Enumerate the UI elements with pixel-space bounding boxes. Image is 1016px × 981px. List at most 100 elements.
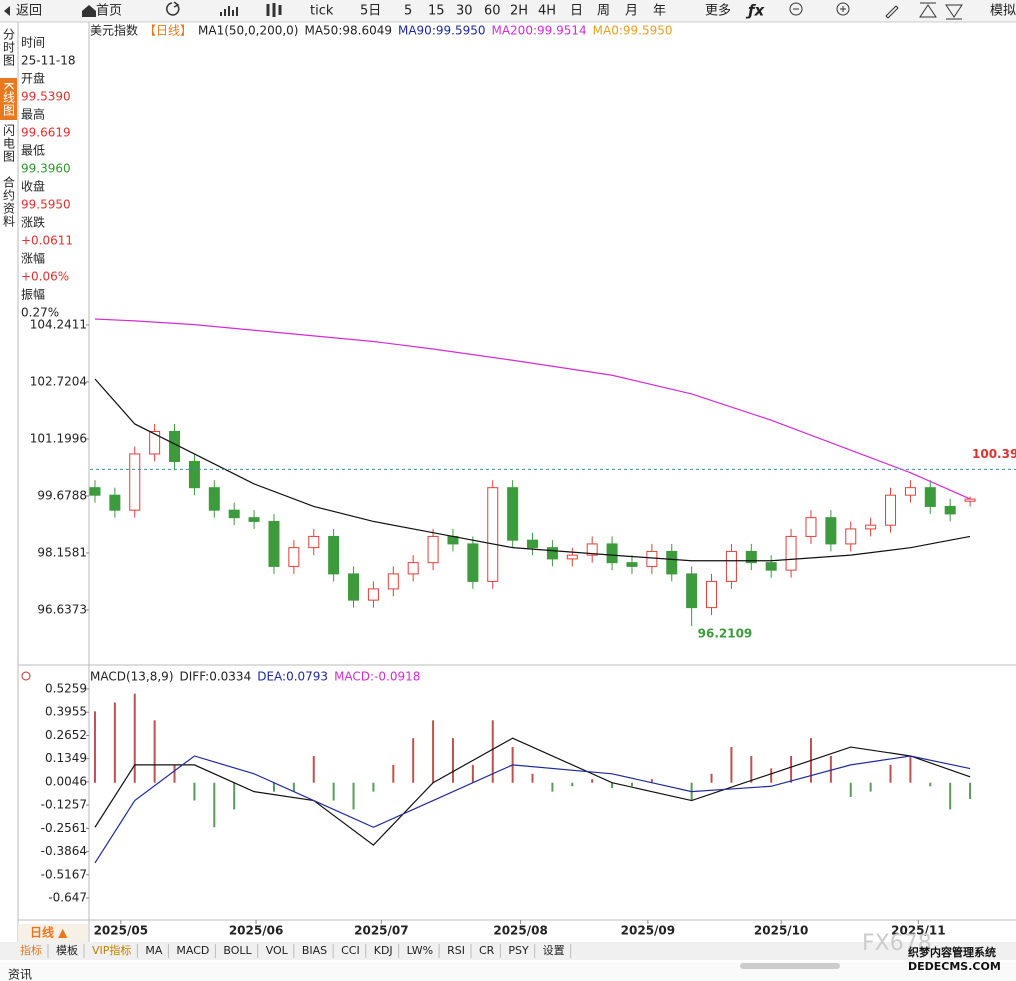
side-tab[interactable]: 闪电图 — [2, 124, 16, 163]
candle-body — [825, 517, 837, 545]
toolbar-item[interactable]: 周 — [597, 4, 610, 19]
y-tick-label: 102.7204 — [30, 374, 87, 388]
indicator-tab[interactable]: MACD — [176, 944, 209, 957]
macd-line — [94, 755, 971, 864]
y-tick-label: 98.1581 — [37, 545, 87, 559]
toolbar-item[interactable]: 4H — [538, 4, 556, 19]
side-tab[interactable]: 合约资料 — [2, 175, 16, 228]
candle-body — [268, 520, 280, 567]
toolbar-item[interactable]: 2H — [510, 4, 528, 19]
indicator-tab[interactable]: PSY — [508, 944, 529, 957]
candle-body — [785, 535, 797, 571]
candle-body — [706, 580, 718, 609]
up-icon[interactable] — [919, 2, 937, 18]
period-tab-bg[interactable] — [18, 924, 88, 942]
refresh-icon[interactable] — [166, 1, 180, 16]
candle-body — [904, 487, 916, 496]
toolbar-item[interactable]: 15 — [428, 4, 445, 19]
candle-body — [467, 543, 479, 582]
info-value: 99.5950 — [21, 198, 71, 212]
candle-body — [169, 430, 181, 462]
y-tick-label: 101.1996 — [30, 431, 87, 445]
y-tick-label: -0.3864 — [41, 844, 87, 858]
candle-body — [845, 528, 857, 545]
toolbar-item[interactable]: 返回 — [16, 4, 42, 19]
watermark: DEDECMS.COM — [908, 960, 1001, 973]
period-tab[interactable]: 日线 ▲ — [30, 925, 68, 940]
candle-body — [228, 509, 240, 519]
y-tick-label: 0.3955 — [45, 705, 87, 719]
low-label: 96.2109 — [698, 626, 753, 640]
toolbar-item[interactable]: 30 — [456, 4, 473, 19]
candle-body — [367, 588, 379, 601]
toolbar-item[interactable]: 首页 — [96, 4, 122, 19]
candle-body — [964, 498, 976, 502]
chart-icon[interactable] — [220, 6, 238, 16]
toolbar-item[interactable]: 5 — [404, 4, 412, 19]
indicator-tab[interactable]: CCI — [341, 944, 360, 957]
side-tab-active[interactable] — [0, 78, 17, 120]
info-label: 时间 — [21, 36, 45, 50]
x-tick-label: 2025/09 — [621, 924, 675, 938]
y-tick-label: -0.1257 — [41, 798, 87, 812]
legend-item: MA0:99.5950 — [593, 24, 673, 38]
candle-body — [208, 487, 220, 511]
y-tick-label: -0.647 — [48, 891, 87, 905]
indicator-tab[interactable]: 指标 — [20, 943, 42, 957]
toolbar-item[interactable]: 月 — [625, 4, 638, 19]
indicator-tab[interactable]: 设置 — [543, 944, 565, 957]
down-icon[interactable] — [945, 4, 963, 20]
candle-body — [89, 487, 101, 496]
indicator-tab[interactable]: MA — [145, 944, 162, 957]
ma-line — [94, 318, 971, 500]
indicator-tab[interactable]: RSI — [447, 944, 465, 957]
candle-icon[interactable] — [266, 3, 282, 17]
legend-item: 【日线】 — [144, 24, 192, 38]
candle-body — [924, 487, 936, 507]
toolbar-item[interactable]: 5日 — [360, 4, 381, 19]
toolbar-item[interactable]: 年 — [653, 4, 666, 19]
candle-body — [427, 535, 439, 564]
zoom-out-icon[interactable] — [789, 2, 803, 16]
side-tab[interactable]: 分时图 — [2, 28, 16, 67]
zoom-in-icon[interactable] — [836, 2, 850, 16]
info-value: 99.3960 — [21, 162, 71, 176]
candle-body — [765, 562, 777, 571]
toolbar-item[interactable]: tick — [310, 4, 334, 19]
y-tick-label: 0.2652 — [45, 728, 87, 742]
legend-item: MA90:99.5950 — [398, 24, 486, 38]
toolbar-item[interactable]: 60 — [484, 4, 501, 19]
macd-settings-icon[interactable] — [21, 671, 31, 681]
indicator-tab[interactable]: KDJ — [374, 944, 393, 957]
info-value: +0.0611 — [21, 234, 73, 248]
candle-body — [387, 573, 399, 590]
toolbar-item[interactable]: 模拟 — [990, 4, 1016, 19]
footer-text[interactable]: 资讯 — [8, 968, 32, 981]
info-value: 99.5390 — [21, 90, 71, 104]
indicator-tab[interactable]: 模板 — [56, 943, 78, 957]
indicator-tab[interactable]: BOLL — [223, 944, 252, 957]
candle-body — [805, 517, 817, 537]
toolbar-item[interactable]: 更多 — [705, 3, 731, 19]
indicator-tab[interactable]: CR — [479, 944, 495, 957]
indicator-tab[interactable]: VIP指标 — [92, 943, 131, 957]
legend-item: 美元指数 — [90, 23, 138, 38]
draw-icon[interactable] — [885, 5, 899, 19]
candle-body — [348, 573, 360, 601]
x-tick-label: 2025/06 — [229, 924, 283, 938]
scrollbar[interactable] — [740, 963, 840, 969]
side-tab[interactable]: K线图 — [2, 82, 16, 117]
candle-body — [546, 547, 558, 560]
toolbar — [0, 0, 1016, 22]
toolbar-item[interactable]: 日 — [570, 4, 583, 19]
legend-item: MA50:98.6049 — [304, 24, 392, 38]
x-tick-label: 2025/07 — [354, 924, 408, 938]
indicator-tab[interactable]: LW% — [407, 944, 433, 957]
fx-icon[interactable]: ƒx — [745, 2, 766, 20]
candle-body — [188, 460, 200, 489]
candle-body — [885, 494, 897, 526]
indicator-tab[interactable]: BIAS — [302, 944, 327, 957]
zoom-in-plus — [840, 6, 846, 12]
indicator-tab[interactable]: VOL — [266, 944, 289, 957]
